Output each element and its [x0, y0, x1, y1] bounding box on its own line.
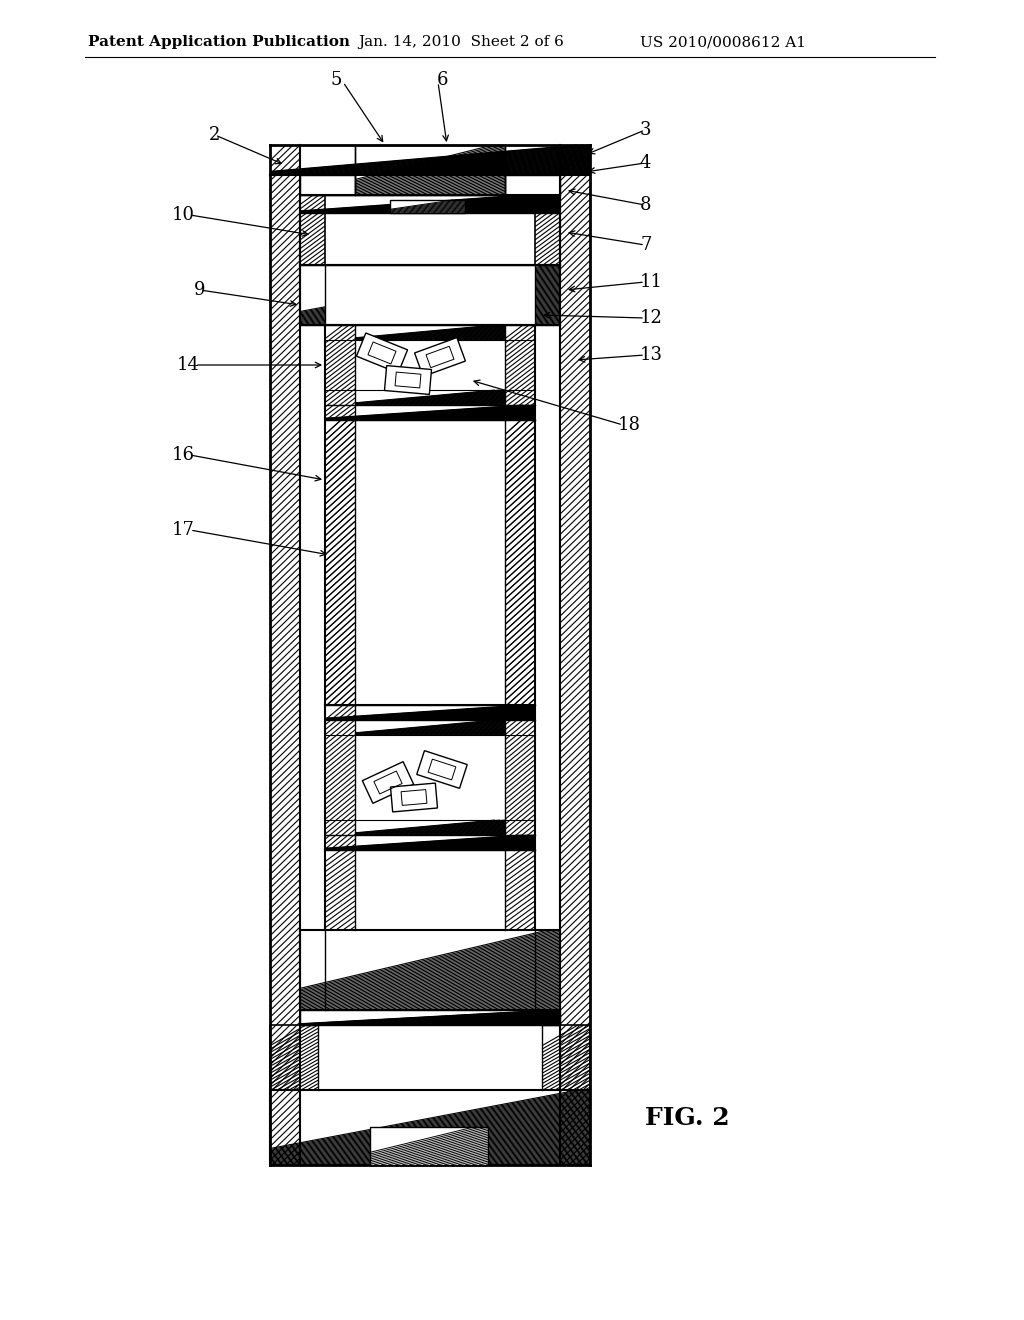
Bar: [300, 1010, 560, 1026]
Bar: [270, 145, 590, 1166]
Bar: [355, 420, 505, 705]
Text: 14: 14: [177, 356, 200, 374]
Polygon shape: [384, 366, 431, 395]
Text: 11: 11: [640, 273, 663, 290]
Text: Jan. 14, 2010  Sheet 2 of 6: Jan. 14, 2010 Sheet 2 of 6: [358, 36, 564, 49]
Bar: [300, 265, 560, 325]
Text: 6: 6: [437, 71, 449, 88]
Polygon shape: [415, 338, 466, 376]
Bar: [300, 195, 560, 265]
Text: 8: 8: [640, 195, 651, 214]
Text: US 2010/0008612 A1: US 2010/0008612 A1: [640, 36, 806, 49]
Text: 18: 18: [618, 416, 641, 434]
Bar: [270, 1026, 590, 1090]
Text: 10: 10: [172, 206, 195, 224]
Bar: [300, 145, 560, 176]
Bar: [270, 1090, 590, 1166]
Bar: [535, 420, 560, 705]
Text: 7: 7: [640, 236, 651, 253]
Text: 13: 13: [640, 346, 663, 364]
Polygon shape: [356, 333, 408, 374]
Bar: [355, 719, 505, 836]
Bar: [325, 213, 535, 265]
Bar: [355, 850, 505, 931]
Bar: [318, 1026, 542, 1090]
Text: 5: 5: [331, 71, 342, 88]
Bar: [325, 265, 535, 325]
Text: 3: 3: [640, 121, 651, 139]
Text: FIG. 2: FIG. 2: [645, 1106, 730, 1130]
Bar: [390, 201, 465, 213]
Bar: [325, 325, 535, 420]
Bar: [300, 931, 560, 1010]
Text: Patent Application Publication: Patent Application Publication: [88, 36, 350, 49]
Bar: [355, 325, 505, 405]
Text: 17: 17: [172, 521, 195, 539]
Bar: [505, 176, 560, 195]
Bar: [355, 145, 505, 195]
Text: 16: 16: [172, 446, 195, 465]
Bar: [325, 705, 535, 850]
Text: 12: 12: [640, 309, 663, 327]
Bar: [370, 1127, 488, 1166]
Text: 2: 2: [209, 125, 220, 144]
Bar: [300, 176, 355, 195]
Bar: [535, 705, 560, 931]
Polygon shape: [362, 762, 414, 804]
Polygon shape: [390, 783, 437, 812]
Text: 4: 4: [640, 154, 651, 172]
Polygon shape: [417, 751, 467, 788]
Text: 9: 9: [194, 281, 205, 300]
Bar: [300, 420, 325, 705]
Bar: [300, 705, 325, 931]
